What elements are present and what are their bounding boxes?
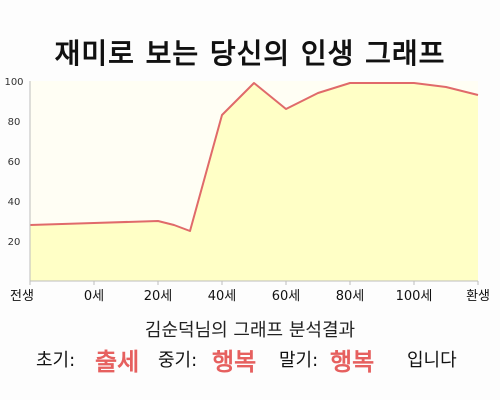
chart-title: 재미로 보는 당신의 인생 그래프 [54, 37, 446, 70]
y-tick-label: 80 [8, 117, 21, 128]
y-tick-label: 60 [8, 157, 21, 168]
series-line [29, 82, 479, 232]
early-label: 초기: [36, 350, 76, 371]
closing-text: 입니다 [407, 350, 457, 371]
y-tick-label: 40 [8, 197, 21, 208]
analysis-caption: 김순덕님의 그래프 분석결과 [144, 320, 356, 341]
mid-value: 행복 [212, 348, 257, 376]
x-tick-label: 20세 [144, 289, 173, 304]
x-tick-label: 전생 [10, 289, 34, 304]
late-label: 말기: [279, 350, 319, 371]
series-area [30, 83, 478, 281]
early-value: 출세 [95, 348, 140, 376]
life-chart: 20 40 60 80 100 전생 0세 20세 40세 60세 80세 100세 환생 [4, 77, 490, 304]
x-tick-label: 80세 [336, 289, 365, 304]
x-tick-label: 0세 [84, 289, 104, 304]
late-value: 행복 [330, 348, 375, 376]
y-tick-label: 20 [8, 237, 21, 248]
mid-label: 중기: [158, 350, 198, 371]
y-tick-label: 100 [4, 77, 23, 88]
x-tick-label: 100세 [396, 289, 433, 304]
x-tick-label: 60세 [272, 289, 301, 304]
x-tick-label: 40세 [208, 289, 237, 304]
x-tick-label: 환생 [466, 289, 490, 304]
analysis-summary: 초기: 출세 중기: 행복 말기: 행복 입니다 [0, 346, 500, 380]
